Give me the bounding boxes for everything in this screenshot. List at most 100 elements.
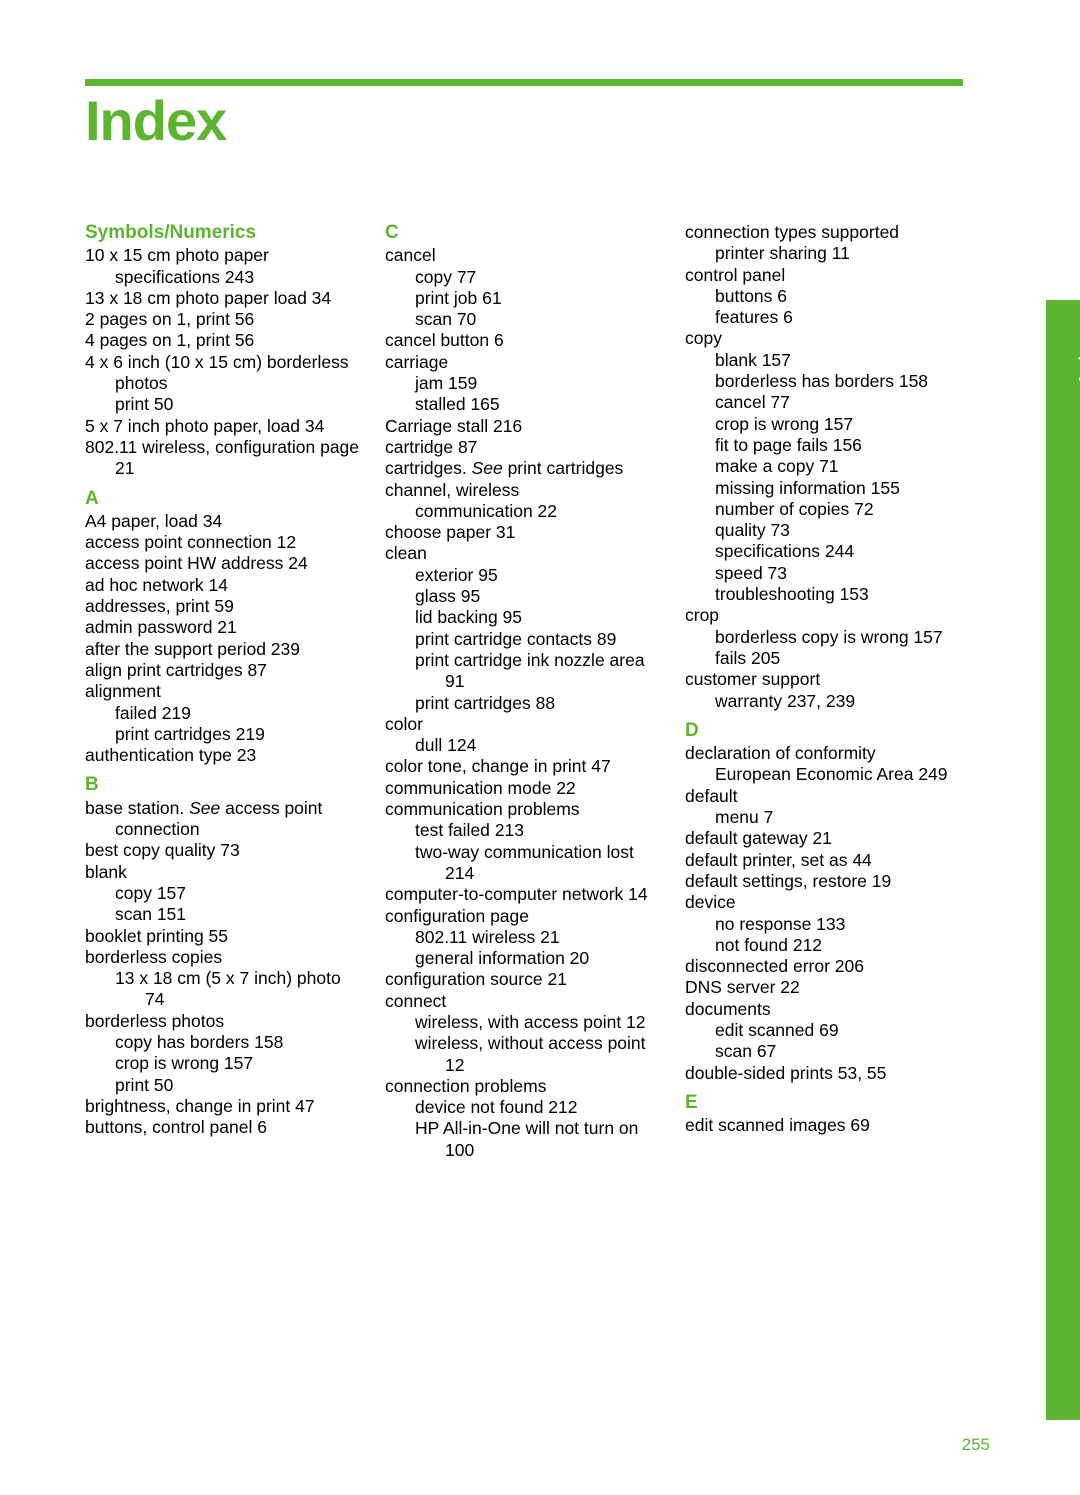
index-entry: device not found 212 — [385, 1097, 663, 1118]
index-entry: documents — [685, 999, 963, 1020]
index-entry: no response 133 — [685, 914, 963, 935]
index-entry: DNS server 22 — [685, 977, 963, 998]
index-entry: quality 73 — [685, 520, 963, 541]
index-entry: borderless has borders 158 — [685, 371, 963, 392]
index-entry: wireless, with access point 12 — [385, 1012, 663, 1033]
index-entry: specifications 244 — [685, 541, 963, 562]
index-entry: make a copy 71 — [685, 456, 963, 477]
index-entry: brightness, change in print 47 — [85, 1096, 363, 1117]
index-entry: connection types supported — [685, 222, 963, 243]
index-entry: 10 x 15 cm photo paper specifications 24… — [85, 245, 363, 288]
index-entry: customer support — [685, 669, 963, 690]
section-heading: A — [85, 488, 363, 509]
index-entry: after the support period 239 — [85, 639, 363, 660]
index-entry: missing information 155 — [685, 478, 963, 499]
column-1: Symbols/Numerics10 x 15 cm photo paper s… — [85, 222, 363, 1161]
section-heading: D — [685, 720, 963, 741]
index-entry: fails 205 — [685, 648, 963, 669]
top-rule — [85, 79, 963, 86]
index-entry: crop is wrong 157 — [85, 1053, 363, 1074]
index-entry: align print cartridges 87 — [85, 660, 363, 681]
index-entry: carriage — [385, 352, 663, 373]
index-entry: glass 95 — [385, 586, 663, 607]
side-tab — [1046, 300, 1080, 1420]
index-entry: choose paper 31 — [385, 522, 663, 543]
index-entry: borderless copies — [85, 947, 363, 968]
index-entry: features 6 — [685, 307, 963, 328]
index-entry: default settings, restore 19 — [685, 871, 963, 892]
index-entry: print 50 — [85, 1075, 363, 1096]
index-entry: 4 x 6 inch (10 x 15 cm) borderless photo… — [85, 352, 363, 395]
section-heading: B — [85, 774, 363, 795]
index-entry: 802.11 wireless, configuration page 21 — [85, 437, 363, 480]
index-entry: cancel 77 — [685, 392, 963, 413]
section-heading: Symbols/Numerics — [85, 222, 363, 243]
index-entry: connection problems — [385, 1076, 663, 1097]
index-entry: test failed 213 — [385, 820, 663, 841]
section-heading: E — [685, 1092, 963, 1113]
index-entry: device — [685, 892, 963, 913]
index-entry: borderless photos — [85, 1011, 363, 1032]
index-entry: control panel — [685, 265, 963, 286]
column-3: connection types supportedprinter sharin… — [685, 222, 963, 1161]
index-entry: number of copies 72 — [685, 499, 963, 520]
index-entry: color — [385, 714, 663, 735]
index-entry: copy 77 — [385, 267, 663, 288]
index-entry: alignment — [85, 681, 363, 702]
index-entry: default — [685, 786, 963, 807]
index-entry: edit scanned 69 — [685, 1020, 963, 1041]
index-entry: cancel — [385, 245, 663, 266]
index-entry: print cartridges 88 — [385, 693, 663, 714]
section-heading: C — [385, 222, 663, 243]
index-entry: cartridges. See print cartridges — [385, 458, 663, 479]
index-entry: printer sharing 11 — [685, 243, 963, 264]
index-entry: communication 22 — [385, 501, 663, 522]
page-number: 255 — [962, 1435, 990, 1455]
index-entry: menu 7 — [685, 807, 963, 828]
index-entry: default printer, set as 44 — [685, 850, 963, 871]
column-2: Ccancelcopy 77print job 61scan 70cancel … — [385, 222, 663, 1161]
index-columns: Symbols/Numerics10 x 15 cm photo paper s… — [85, 222, 963, 1161]
index-entry: addresses, print 59 — [85, 596, 363, 617]
index-entry: blank 157 — [685, 350, 963, 371]
index-entry: warranty 237, 239 — [685, 691, 963, 712]
index-entry: crop — [685, 605, 963, 626]
index-entry: 13 x 18 cm (5 x 7 inch) photo 74 — [85, 968, 363, 1011]
index-entry: connect — [385, 991, 663, 1012]
index-entry: computer-to-computer network 14 — [385, 884, 663, 905]
index-entry: 4 pages on 1, print 56 — [85, 330, 363, 351]
index-entry: crop is wrong 157 — [685, 414, 963, 435]
index-entry: access point connection 12 — [85, 532, 363, 553]
index-entry: access point HW address 24 — [85, 553, 363, 574]
index-entry: configuration source 21 — [385, 969, 663, 990]
index-entry: exterior 95 — [385, 565, 663, 586]
index-entry: print cartridge ink nozzle area 91 — [385, 650, 663, 693]
index-entry: channel, wireless — [385, 480, 663, 501]
index-entry: failed 219 — [85, 703, 363, 724]
index-entry: 2 pages on 1, print 56 — [85, 309, 363, 330]
index-entry: blank — [85, 862, 363, 883]
index-entry: 802.11 wireless 21 — [385, 927, 663, 948]
index-entry: HP All-in-One will not turn on 100 — [385, 1118, 663, 1161]
page-title: Index — [85, 88, 226, 153]
index-entry: booklet printing 55 — [85, 926, 363, 947]
index-entry: default gateway 21 — [685, 828, 963, 849]
index-entry: communication mode 22 — [385, 778, 663, 799]
index-entry: base station. See access point connectio… — [85, 798, 363, 841]
page: Index Symbols/Numerics10 x 15 cm photo p… — [0, 0, 1080, 1495]
index-entry: clean — [385, 543, 663, 564]
index-entry: declaration of conformity — [685, 743, 963, 764]
index-entry: not found 212 — [685, 935, 963, 956]
index-entry: 5 x 7 inch photo paper, load 34 — [85, 416, 363, 437]
index-entry: speed 73 — [685, 563, 963, 584]
index-entry: cartridge 87 — [385, 437, 663, 458]
index-entry: A4 paper, load 34 — [85, 511, 363, 532]
index-entry: copy 157 — [85, 883, 363, 904]
index-entry: general information 20 — [385, 948, 663, 969]
index-entry: edit scanned images 69 — [685, 1115, 963, 1136]
index-entry: Carriage stall 216 — [385, 416, 663, 437]
index-entry: scan 67 — [685, 1041, 963, 1062]
index-entry: jam 159 — [385, 373, 663, 394]
index-entry: 13 x 18 cm photo paper load 34 — [85, 288, 363, 309]
index-entry: two-way communication lost 214 — [385, 842, 663, 885]
